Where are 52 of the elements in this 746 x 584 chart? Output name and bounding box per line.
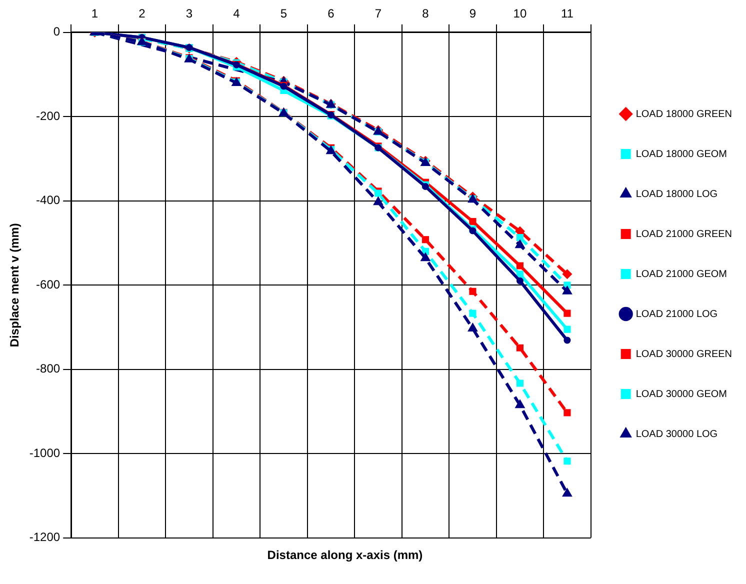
x-axis-title: Distance along x-axis (mm) [266,548,424,562]
point [469,310,476,317]
y-tick-label: -1200 [29,530,60,544]
legend-label: LOAD 30000 GEOM [636,388,727,400]
x-tick-label: 5 [280,6,288,21]
legend-label: LOAD 30000 LOG [636,428,718,440]
legend-label: LOAD 21000 LOG [636,308,718,320]
point [468,322,478,332]
point [516,270,524,278]
point [562,269,572,280]
point [516,344,524,352]
x-tick-label: 4 [233,6,240,21]
point [516,234,524,242]
point [564,458,571,465]
point [422,236,430,244]
point [516,380,524,387]
x-tick-label: 3 [186,6,193,21]
point [469,218,476,226]
x-tick-label: 9 [469,6,476,21]
y-tick-label: -200 [36,108,60,123]
x-tick-label: 10 [513,6,527,21]
point [564,409,571,416]
y-tick-label: -600 [36,277,60,292]
legend-label: LOAD 21000 GEOM [636,268,727,280]
legend-label: LOAD 18000 LOG [636,188,718,200]
point [469,288,476,295]
y-tick-label: -400 [36,193,60,208]
point [514,399,526,408]
x-tick-label: 7 [374,6,382,21]
point [514,239,526,248]
x-tick-label: 11 [560,6,574,21]
x-tick-label: 6 [328,6,335,21]
y-axis-title: Displace ment v (mm) [8,223,22,348]
point [516,262,524,270]
point [564,336,571,344]
point [562,488,572,497]
legend-label: LOAD 21000 GREEN [636,228,732,240]
point [373,196,384,206]
point [564,310,571,317]
y-tick-label: 0 [53,24,60,39]
legend-label: LOAD 30000 GREEN [636,348,732,360]
point [420,252,431,262]
point [516,277,524,284]
x-tick-label: 1 [91,6,98,21]
y-tick-label: -1000 [29,446,60,460]
x-tick-label: 8 [422,6,430,21]
point [562,285,572,294]
legend-label: LOAD 18000 GEOM [636,148,727,160]
point [564,326,571,333]
y-tick-label: -800 [36,362,60,376]
legend-label: LOAD 18000 GREEN [636,108,732,120]
x-tick-label: 2 [138,6,146,21]
